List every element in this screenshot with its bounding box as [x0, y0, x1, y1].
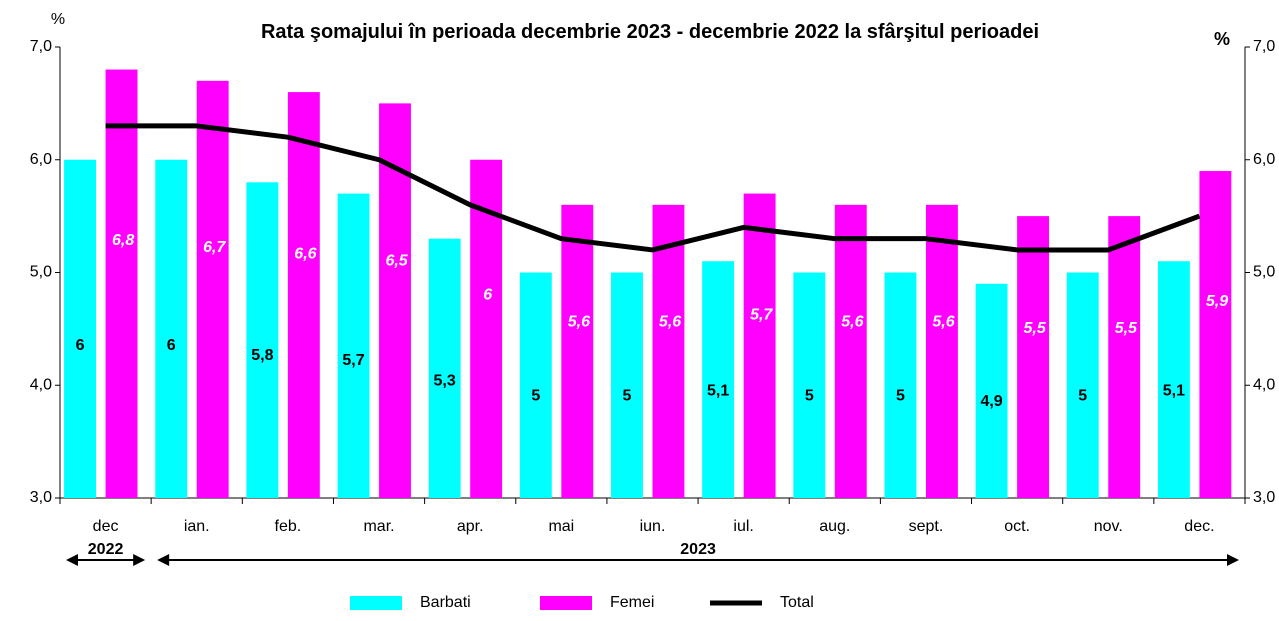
- bar: [287, 92, 320, 498]
- x-tick-label: oct.: [1004, 518, 1030, 535]
- data-label: 6,5: [385, 252, 408, 269]
- bar: [1199, 171, 1232, 498]
- bar: [337, 193, 370, 498]
- bar: [105, 69, 138, 499]
- data-label: 6,7: [203, 239, 226, 256]
- legend-label: Total: [780, 594, 814, 611]
- y2-tick-label: 4,0: [1253, 376, 1275, 393]
- data-label: 5,1: [707, 383, 729, 400]
- bar: [702, 261, 735, 498]
- data-label: 5: [1078, 388, 1087, 405]
- x-tick-label: mai: [548, 518, 574, 535]
- legend-swatch: [350, 596, 402, 610]
- x-tick-label: nov.: [1094, 518, 1123, 535]
- y-unit: %: [51, 11, 65, 28]
- bar: [561, 204, 594, 498]
- bar: [793, 272, 826, 498]
- data-label: 5,5: [1115, 320, 1138, 337]
- y-tick-label: 7,0: [30, 38, 52, 55]
- x-tick-label: ian.: [184, 518, 210, 535]
- bar: [1157, 261, 1190, 498]
- data-label: 5,3: [434, 373, 456, 390]
- y2-tick-label: 6,0: [1253, 151, 1275, 168]
- bar: [246, 182, 279, 499]
- year-label: 2023: [680, 541, 716, 558]
- bar: [1108, 216, 1141, 498]
- y2-unit: %: [1214, 29, 1230, 49]
- data-label: 5: [531, 388, 540, 405]
- x-tick-label: dec.: [1184, 518, 1214, 535]
- data-label: 6,6: [294, 246, 316, 263]
- y2-tick-label: 5,0: [1253, 264, 1275, 281]
- data-label: 5: [896, 388, 905, 405]
- data-label: 5: [805, 388, 814, 405]
- y2-tick-label: 3,0: [1253, 489, 1275, 506]
- data-label: 5,6: [568, 313, 590, 330]
- data-label: 5,9: [1206, 293, 1228, 310]
- data-label: 5,6: [841, 313, 863, 330]
- bar: [1017, 216, 1050, 498]
- data-label: 5,7: [750, 307, 773, 324]
- x-tick-label: sept.: [909, 518, 944, 535]
- y-tick-label: 4,0: [30, 376, 52, 393]
- line: [105, 123, 1201, 253]
- legend-label: Femei: [610, 594, 654, 611]
- bar: [428, 238, 461, 499]
- chart-title: Rata şomajului în perioada decembrie 202…: [260, 21, 1040, 43]
- data-label: 6: [167, 337, 176, 354]
- bar: [64, 159, 97, 498]
- bar: [1066, 272, 1099, 498]
- bar: [743, 193, 776, 498]
- y-tick-label: 5,0: [30, 264, 52, 281]
- x-tick-label: dec: [93, 518, 119, 535]
- bar: [155, 159, 188, 498]
- data-label: 6: [76, 337, 85, 354]
- data-label: 4,9: [980, 393, 1002, 410]
- bar: [196, 80, 229, 498]
- year-label: 2022: [88, 541, 124, 558]
- x-tick-label: iun.: [640, 518, 666, 535]
- data-label: 5,1: [1163, 383, 1185, 400]
- data-label: 5: [623, 388, 632, 405]
- bar: [611, 272, 643, 498]
- y-tick-label: 3,0: [30, 489, 52, 506]
- bar: [925, 204, 958, 498]
- legend-label: Barbati: [420, 594, 471, 611]
- data-label: 6: [483, 286, 492, 303]
- data-label: 5,5: [1024, 320, 1047, 337]
- data-label: 5,8: [251, 347, 273, 364]
- x-tick-label: mar.: [363, 518, 394, 535]
- bar: [884, 272, 917, 498]
- data-label: 5,7: [342, 352, 364, 369]
- bar: [519, 272, 552, 498]
- x-tick-label: apr.: [457, 518, 484, 535]
- data-label: 6,8: [112, 232, 134, 249]
- y-tick-label: 6,0: [30, 151, 52, 168]
- data-label: 5,6: [932, 313, 954, 330]
- data-label: 5,6: [659, 313, 681, 330]
- x-tick-label: iul.: [733, 518, 753, 535]
- y2-tick-label: 7,0: [1253, 38, 1275, 55]
- bar: [975, 283, 1008, 498]
- legend-swatch: [540, 596, 592, 610]
- x-tick-label: aug.: [819, 518, 850, 535]
- bar: [652, 204, 685, 498]
- x-tick-label: feb.: [275, 518, 302, 535]
- bar: [834, 204, 867, 498]
